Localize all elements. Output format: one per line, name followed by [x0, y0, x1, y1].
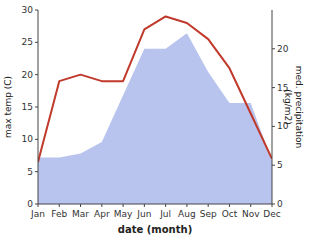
x-axis-label: date (month) [118, 224, 192, 235]
y2-tick-label: 20 [277, 44, 289, 54]
y-tick [35, 10, 38, 11]
x-tick-label: Feb [51, 209, 67, 219]
chart: 05101520253005101520JanFebMarAprMayJunJu… [0, 0, 318, 247]
y-tick [35, 107, 38, 108]
x-tick-label: Apr [94, 209, 110, 219]
y2-tick [272, 126, 275, 127]
y-tick [35, 74, 38, 75]
y-tick [35, 171, 38, 172]
x-tick [229, 204, 230, 207]
y-tick-label: 10 [22, 134, 34, 144]
y2-axis-label: med. precipitation(kg/m2) [283, 66, 304, 148]
y-tick-label: 30 [22, 5, 34, 15]
y2-axis-label-line: (kg/m2) [283, 89, 293, 124]
y-tick-label: 5 [27, 167, 33, 177]
x-tick [208, 204, 209, 207]
x-tick-label: Sep [200, 209, 217, 219]
y2-axis-line [272, 10, 273, 204]
y2-tick-label: 0 [277, 199, 283, 209]
x-tick-label: Nov [242, 209, 260, 219]
x-tick-label: Jul [159, 209, 171, 219]
x-tick [38, 204, 39, 207]
y-tick-label: 20 [22, 70, 34, 80]
y-tick [35, 139, 38, 140]
x-tick [144, 204, 145, 207]
y2-tick-label: 5 [277, 160, 283, 170]
y2-axis-label-line: med. precipitation [294, 66, 304, 148]
x-tick-label: Jan [30, 209, 45, 219]
x-tick-label: Jun [136, 209, 151, 219]
x-tick [123, 204, 124, 207]
x-tick [101, 204, 102, 207]
temperature-line [38, 16, 272, 162]
y-tick-label: 0 [27, 199, 33, 209]
y-tick-label: 15 [22, 102, 33, 112]
precipitation-area [38, 33, 272, 204]
y2-tick [272, 87, 275, 88]
plot-area [38, 16, 272, 204]
y2-tick [272, 165, 275, 166]
x-tick [186, 204, 187, 207]
x-tick [80, 204, 81, 207]
x-tick-label: May [114, 209, 133, 219]
x-tick [250, 204, 251, 207]
x-tick-label: Mar [72, 209, 89, 219]
x-axis-line [38, 204, 272, 205]
x-tick-label: Aug [178, 209, 196, 219]
y2-tick [272, 48, 275, 49]
y-tick [35, 42, 38, 43]
x-tick [272, 204, 273, 207]
y-axis-label: max temp (C) [3, 76, 13, 138]
x-tick [165, 204, 166, 207]
x-tick-label: Dec [263, 209, 280, 219]
y-tick-label: 25 [22, 37, 33, 47]
x-tick-label: Oct [222, 209, 238, 219]
x-tick [59, 204, 60, 207]
